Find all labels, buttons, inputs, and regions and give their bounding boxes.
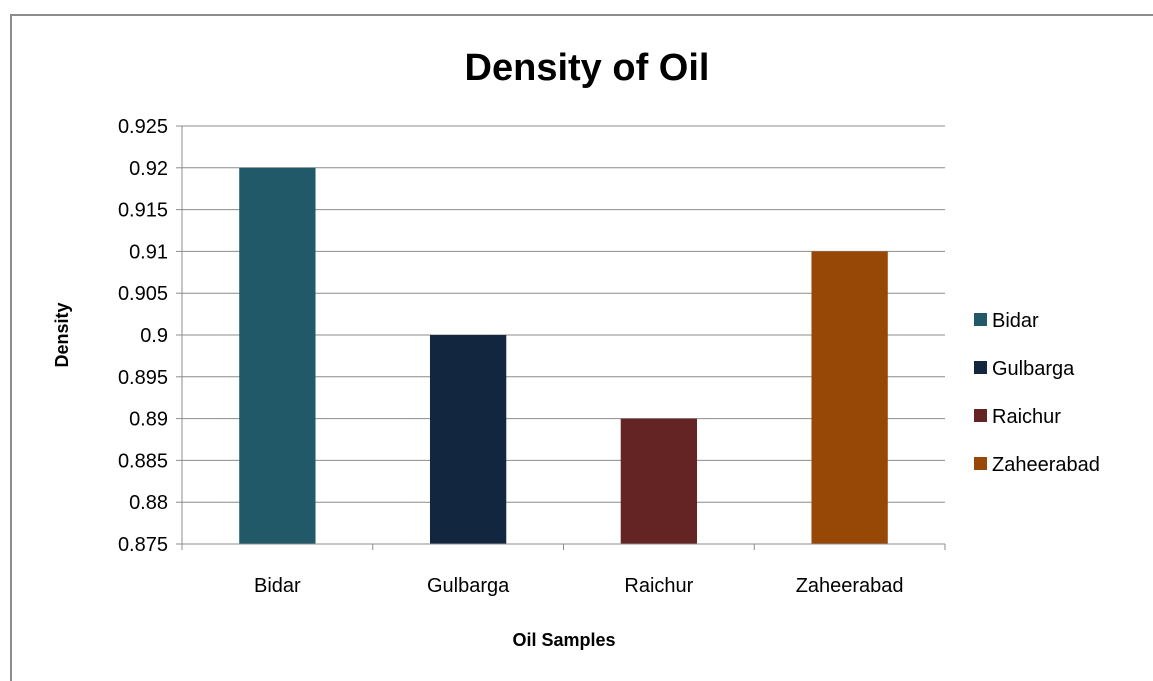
x-tick-label: Zaheerabad bbox=[796, 575, 904, 597]
legend-swatch bbox=[974, 313, 987, 326]
y-tick-label: 0.92 bbox=[129, 158, 168, 180]
legend-label: Zaheerabad bbox=[992, 454, 1100, 476]
chart-title: Density of Oil bbox=[465, 47, 710, 89]
y-tick-label: 0.895 bbox=[118, 367, 168, 389]
x-tick-label: Raichur bbox=[624, 575, 693, 597]
y-tick-label: 0.905 bbox=[118, 283, 168, 305]
legend-swatch bbox=[974, 457, 987, 470]
bar-bidar bbox=[239, 167, 316, 545]
y-tick-label: 0.91 bbox=[129, 241, 168, 263]
legend-label: Bidar bbox=[992, 310, 1039, 332]
legend-swatch bbox=[974, 361, 987, 374]
y-tick-label: 0.925 bbox=[118, 116, 168, 138]
y-tick-label: 0.885 bbox=[118, 450, 168, 472]
chart-frame bbox=[10, 14, 1153, 681]
bar-raichur bbox=[620, 418, 698, 544]
y-tick-label: 0.9 bbox=[140, 325, 168, 347]
y-tick-label: 0.89 bbox=[129, 409, 168, 431]
legend-swatch bbox=[974, 409, 987, 422]
y-tick-label: 0.875 bbox=[118, 534, 168, 556]
bar-zaheerabad bbox=[811, 251, 888, 544]
legend-label: Gulbarga bbox=[992, 358, 1075, 380]
axes bbox=[181, 126, 946, 550]
y-tick-label: 0.915 bbox=[118, 200, 168, 222]
y-tick-label: 0.88 bbox=[129, 492, 168, 514]
x-tick-label: Gulbarga bbox=[427, 575, 510, 597]
legend: Bidar Gulbarga Raichur Zaheerabad bbox=[974, 310, 1100, 476]
x-tick-label: Bidar bbox=[254, 575, 301, 597]
bar-gulbarga bbox=[429, 335, 507, 544]
y-tick-labels: 0.875 0.88 0.885 0.89 0.895 0.9 0.905 0.91 0.915… bbox=[118, 116, 168, 556]
legend-label: Raichur bbox=[992, 406, 1061, 428]
x-axis-title: Oil Samples bbox=[512, 630, 615, 650]
y-axis-title: Density bbox=[52, 302, 72, 367]
x-tick-labels: Bidar Gulbarga Raichur Zaheerabad bbox=[254, 575, 904, 597]
bars bbox=[239, 167, 888, 545]
